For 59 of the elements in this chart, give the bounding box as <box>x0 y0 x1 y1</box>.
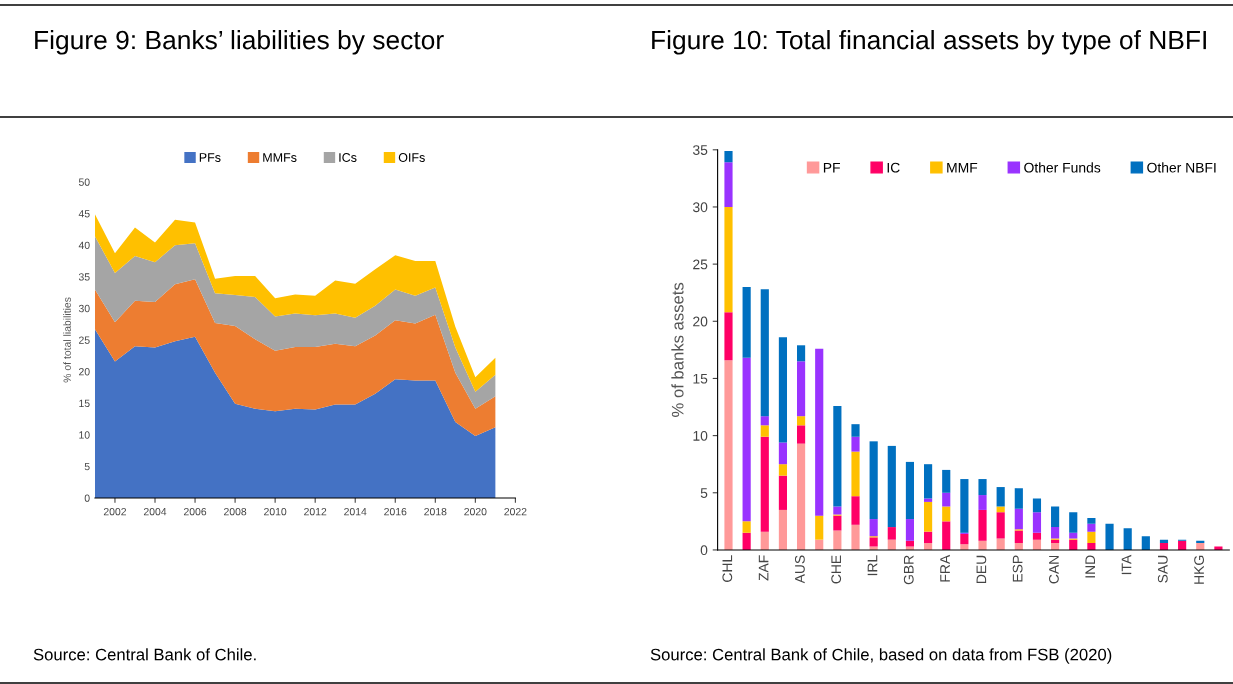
legend-label: PFs <box>199 153 221 162</box>
x-tick-label: 2016 <box>384 507 407 516</box>
x-tick-label: 2006 <box>183 507 207 516</box>
chart-title: Figure 9: Banks’ liabilities by sector <box>35 30 444 55</box>
y-tick-label: 10 <box>79 431 90 439</box>
source-note: Source: Central Bank of Chile, based on data from FSB (2020) <box>650 648 1112 664</box>
x-tick-label: 2022 <box>504 507 527 516</box>
legend-label: PF <box>823 162 840 173</box>
y-tick-label: 35 <box>78 273 90 281</box>
x-tick-label: CHL <box>722 555 733 582</box>
x-tick-label: IRL <box>867 555 878 576</box>
x-tick-label: CAN <box>1049 555 1059 584</box>
x-tick-label: CHE <box>831 555 842 584</box>
y-tick-label: 0 <box>84 494 90 502</box>
x-tick-label: 2014 <box>344 507 367 516</box>
x-tick-label: DEU <box>976 555 987 583</box>
y-tick-label: 20 <box>79 368 90 376</box>
y-tick-label: 15 <box>79 399 90 408</box>
x-tick-label: 2012 <box>304 507 327 516</box>
x-tick-label: 2004 <box>143 507 167 516</box>
y-tick-label: 0 <box>700 545 708 556</box>
x-tick-label: SAU <box>1157 555 1168 583</box>
legend-label: MMFs <box>263 153 297 162</box>
y-axis-title: % of banks assets <box>671 282 684 417</box>
x-tick-label: ZAF <box>758 555 769 581</box>
y-tick-label: 30 <box>78 304 90 313</box>
y-axis-title: % of total liabilities <box>63 297 71 383</box>
x-tick-label: ITA <box>1121 554 1132 575</box>
legend-label: IC <box>887 162 900 173</box>
x-tick-label: 2010 <box>264 507 287 516</box>
y-tick-label: 25 <box>79 336 90 344</box>
x-tick-label: HKG <box>1194 555 1204 584</box>
legend-label: MMF <box>947 162 978 173</box>
y-tick-label: 25 <box>693 259 708 270</box>
legend-label: Other NBFI <box>1147 162 1216 173</box>
legend-label: Other Funds <box>1024 162 1101 173</box>
source-note: Source: Central Bank of Chile. <box>33 648 256 661</box>
y-tick-label: 20 <box>693 316 708 327</box>
x-tick-label: AUS <box>794 555 805 584</box>
y-tick-label: 30 <box>692 202 708 213</box>
x-tick-label: GBR <box>903 555 914 585</box>
y-tick-label: 45 <box>78 210 90 218</box>
chart-title: Figure 10: Total financial assets by type of NBFI <box>652 30 1206 55</box>
y-tick-label: 15 <box>693 373 708 384</box>
y-tick-label: 5 <box>84 462 90 471</box>
x-tick-label: 2018 <box>424 507 447 516</box>
y-tick-label: 40 <box>78 241 90 250</box>
y-tick-label: 50 <box>78 178 90 186</box>
x-tick-label: IND <box>1085 555 1095 578</box>
x-tick-label: 2020 <box>464 507 487 516</box>
y-tick-label: 5 <box>700 488 708 498</box>
legend-label: OIFs <box>398 153 425 162</box>
x-tick-label: 2008 <box>224 507 247 516</box>
x-tick-label: 2002 <box>103 507 127 516</box>
y-tick-label: 35 <box>692 145 708 155</box>
x-tick-label: FRA <box>940 554 950 582</box>
x-tick-label: ESP <box>1012 555 1023 582</box>
y-tick-label: 10 <box>693 430 708 441</box>
legend-label: ICs <box>339 153 357 162</box>
